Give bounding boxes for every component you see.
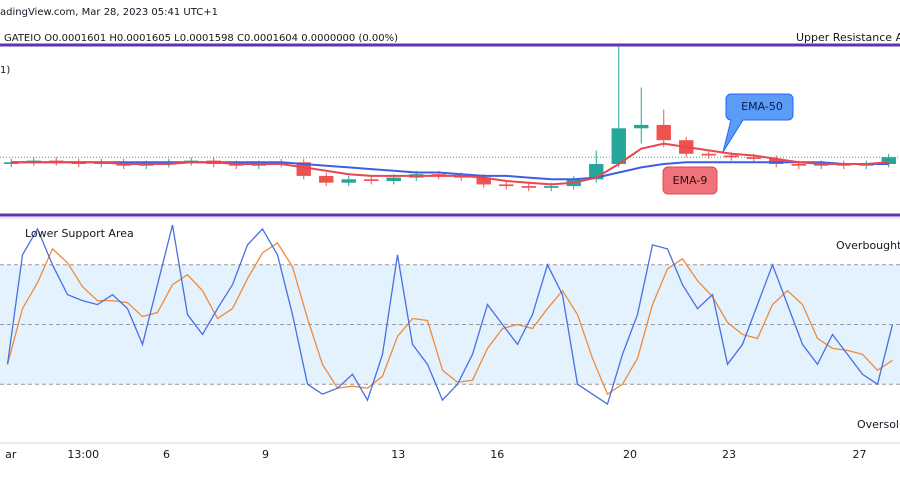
oversold-label: Oversol — [857, 418, 899, 431]
x-tick-label: ar — [5, 448, 17, 461]
candle-body — [544, 186, 559, 188]
candle-body — [499, 184, 514, 187]
x-tick-label: 23 — [722, 448, 736, 461]
overbought-label: Overbought — [836, 239, 900, 252]
stochastic-line — [6, 224, 894, 406]
ohlc-line: GATEIO O0.0001601 H0.0001605 L0.0001598 … — [4, 33, 398, 44]
lower-support-label: Lower Support Area — [25, 227, 134, 240]
candle-body — [611, 128, 626, 164]
ema9-callout — [662, 166, 718, 195]
x-tick-label: 27 — [853, 448, 867, 461]
stochastic-line — [6, 241, 893, 396]
x-tick-label: 16 — [490, 448, 504, 461]
candle-body — [476, 177, 491, 185]
upper-resistance-label: Upper Resistance A — [796, 31, 900, 44]
candle-body — [656, 124, 671, 141]
ema50-callout — [722, 93, 794, 153]
ema-line — [11, 142, 889, 186]
candle-body — [701, 153, 716, 156]
x-tick-label: 6 — [163, 448, 170, 461]
candle-body — [521, 186, 536, 188]
candle-body — [634, 124, 649, 129]
x-tick-label: 13:00 — [67, 448, 99, 461]
ema-line — [11, 161, 889, 181]
indicator-label: 1) — [0, 65, 10, 76]
candle-body — [319, 175, 334, 183]
candle-body — [746, 157, 761, 159]
candle-body — [386, 177, 401, 181]
x-tick-label: 9 — [262, 448, 269, 461]
source-line: adingView.com, Mar 28, 2023 05:41 UTC+1 — [0, 7, 218, 18]
x-tick-label: 13 — [391, 448, 405, 461]
candle-body — [296, 162, 311, 176]
candle-body — [881, 157, 896, 164]
candle-body — [341, 179, 356, 183]
ema50-label: EMA-50 — [741, 100, 783, 113]
x-tick-label: 20 — [623, 448, 637, 461]
candle-body — [724, 155, 739, 158]
candle-body — [791, 164, 806, 166]
candle-body — [364, 179, 379, 181]
ema9-label: EMA-9 — [673, 174, 708, 187]
